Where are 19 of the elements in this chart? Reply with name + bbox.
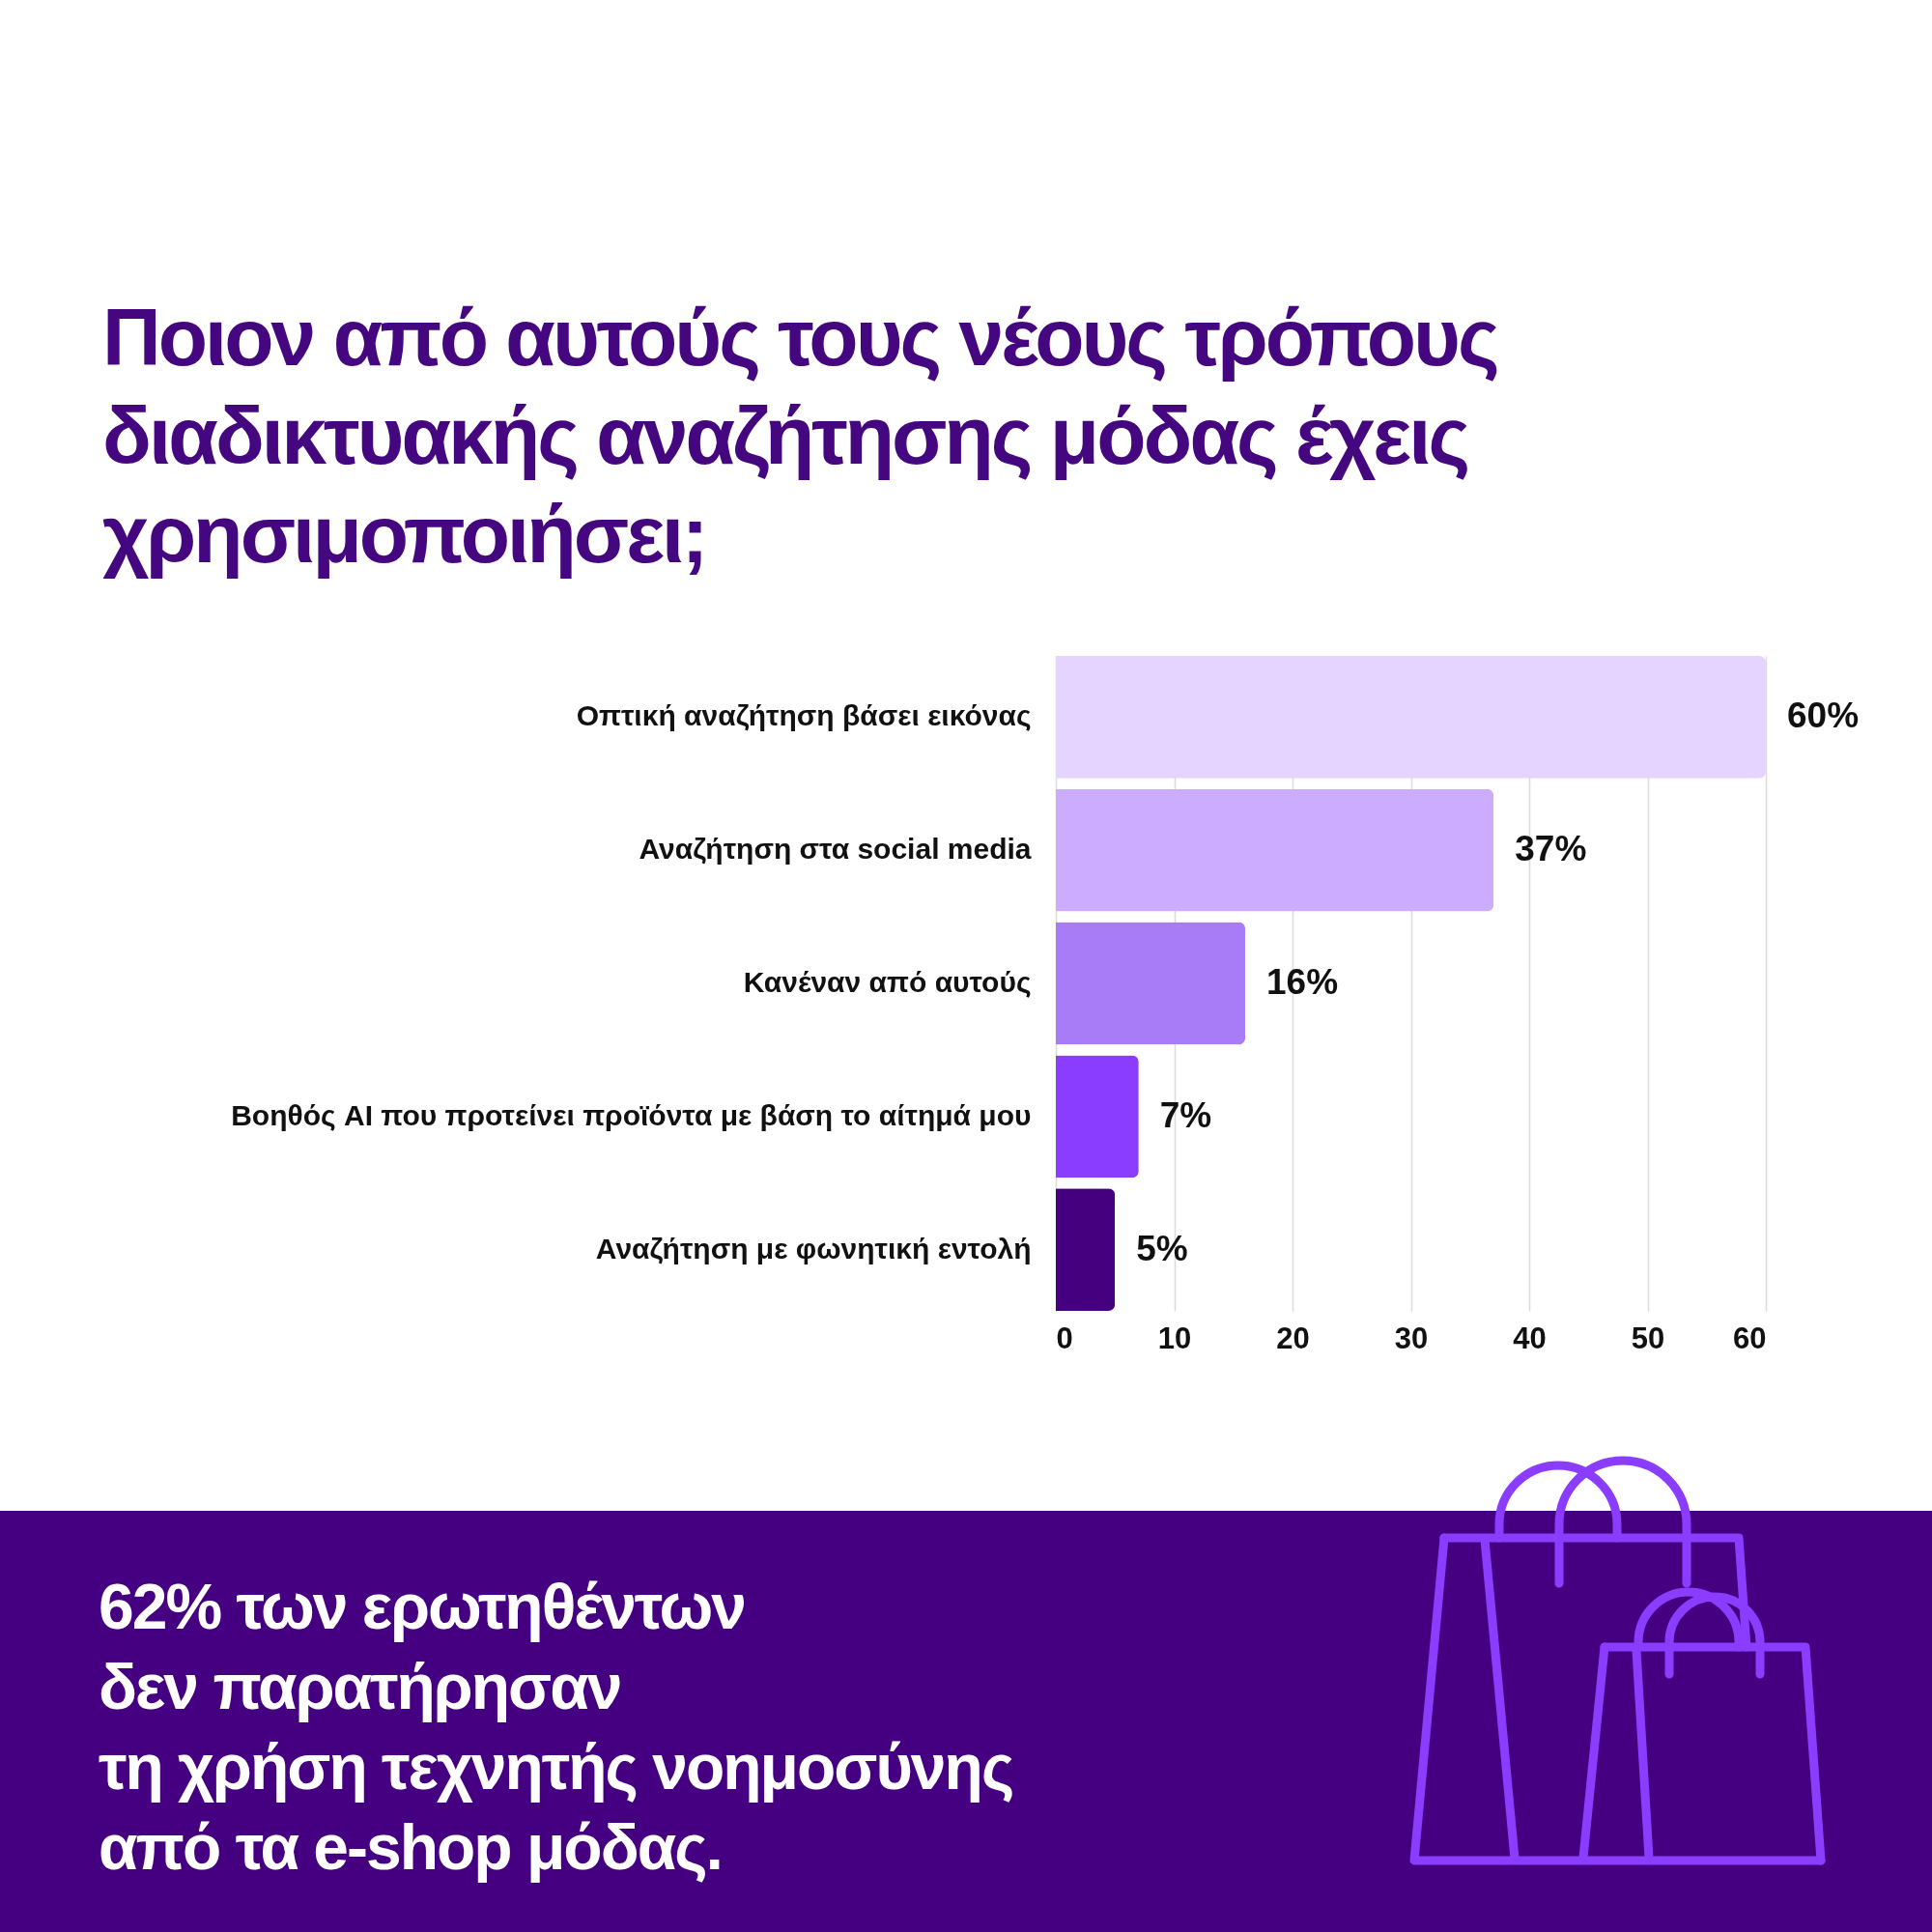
x-tick-label: 60 [1733,1321,1767,1355]
x-tick-label: 30 [1394,1321,1429,1355]
y-tick-label: Αναζήτηση με φωνητική εντολή [595,1232,1032,1264]
x-tick-label: 0 [1056,1321,1073,1355]
x-tick-label: 40 [1513,1321,1547,1355]
y-tick-label: Αναζήτηση στα social media [639,833,1032,866]
data-label: 7% [1159,1094,1212,1135]
x-tick-label: 10 [1157,1321,1192,1355]
y-tick-label: Οπτική αναζήτηση βάσει εικόνας [576,699,1032,732]
y-tick-label: Κανέναν από αυτούς [743,966,1032,998]
data-label: 5% [1136,1228,1188,1268]
x-tick-label: 50 [1631,1321,1665,1355]
data-label: 16% [1266,962,1339,1002]
chart-title: Ποιον από αυτούς τους νέους τρόπους διαδικτυακής αναζήτησης μόδας έχεις χρησιμοποιήσει; [102,291,1498,582]
data-label: 60% [1787,696,1860,736]
text: 62% των ερωτηθέντων δεν παρατήρησαν τη χρήση τεχνητής νοημοσύνης από τα e-shop μόδας. [99,1570,1013,1885]
x-tick-label: 20 [1276,1321,1310,1355]
y-tick-label: Βοηθός AI που προτείνει προϊόντα με βάση το αίτημά μου [231,1098,1032,1131]
data-label: 37% [1515,829,1587,869]
